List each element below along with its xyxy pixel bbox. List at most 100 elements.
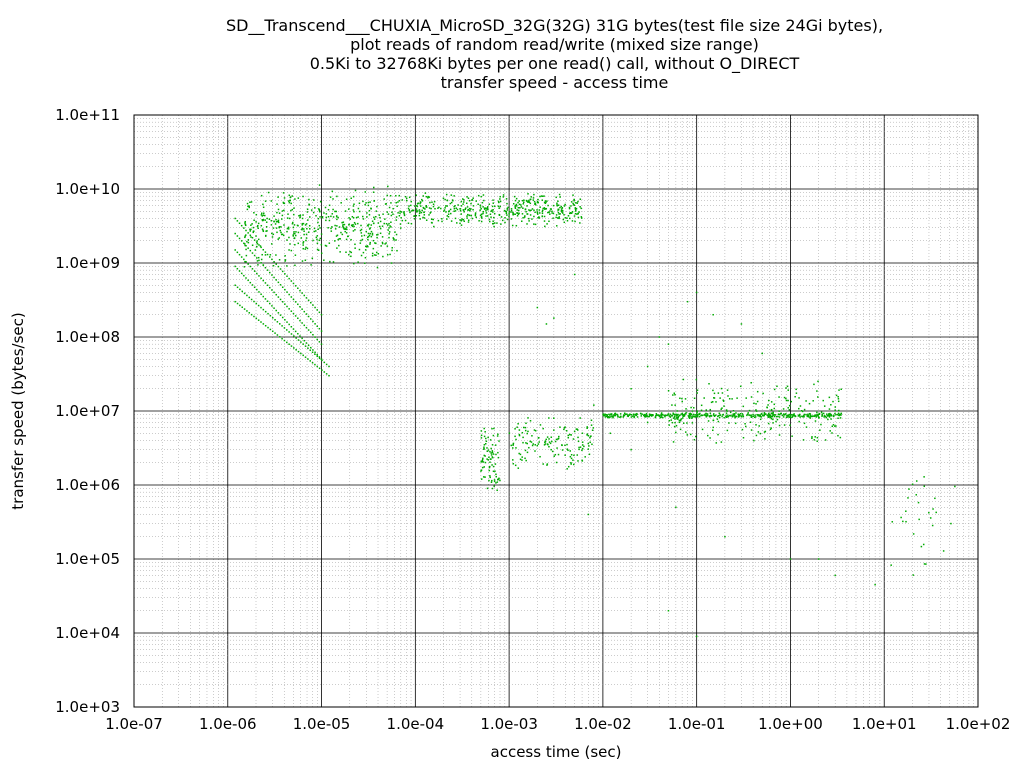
- data-point: [787, 407, 789, 409]
- data-point: [606, 414, 608, 416]
- data-point: [332, 198, 334, 200]
- data-point: [264, 310, 267, 313]
- data-point: [572, 202, 574, 205]
- data-point: [470, 202, 472, 205]
- data-point: [525, 459, 527, 462]
- data-point: [639, 412, 642, 415]
- data-point: [780, 412, 783, 415]
- data-point: [538, 216, 540, 218]
- data-point: [676, 415, 678, 417]
- data-point: [818, 417, 820, 419]
- data-point: [521, 456, 523, 458]
- data-point: [251, 252, 254, 254]
- data-point: [581, 447, 584, 450]
- data-point: [485, 210, 487, 212]
- data-point: [834, 409, 836, 411]
- data-point: [537, 198, 539, 201]
- data-point: [832, 424, 835, 426]
- data-point: [290, 333, 293, 335]
- data-point: [304, 224, 307, 226]
- data-point: [318, 224, 320, 227]
- data-point: [524, 426, 527, 429]
- data-point: [533, 209, 535, 211]
- data-point: [512, 203, 515, 205]
- data-point: [345, 238, 348, 241]
- data-point: [320, 343, 323, 345]
- data-point: [404, 195, 407, 198]
- data-point: [533, 429, 536, 431]
- data-point: [587, 448, 590, 450]
- data-point: [652, 414, 654, 417]
- data-point: [383, 198, 385, 200]
- data-point: [515, 438, 517, 441]
- data-point: [531, 218, 533, 220]
- data-point: [672, 412, 674, 415]
- data-point: [363, 234, 366, 237]
- data-point: [814, 420, 817, 422]
- data-point: [306, 227, 308, 230]
- data-point: [392, 207, 394, 210]
- data-point: [271, 316, 274, 319]
- data-point: [302, 354, 304, 357]
- data-point: [768, 413, 770, 416]
- data-point: [807, 414, 810, 417]
- data-point: [763, 412, 766, 414]
- data-point: [366, 224, 369, 227]
- data-point: [419, 202, 421, 205]
- data-point: [544, 443, 547, 445]
- data-point: [681, 397, 683, 400]
- x-tick-label: 1.0e+00: [758, 715, 823, 733]
- data-point: [679, 419, 682, 422]
- data-point: [290, 249, 293, 252]
- data-point: [305, 237, 308, 239]
- data-point: [472, 205, 475, 207]
- data-point: [456, 222, 458, 224]
- data-point: [570, 205, 572, 207]
- data-point: [720, 441, 723, 443]
- data-point: [505, 212, 508, 215]
- data-point: [572, 194, 574, 196]
- data-point: [755, 434, 758, 437]
- data-point: [390, 221, 392, 224]
- data-point: [246, 294, 248, 297]
- data-point: [445, 211, 447, 213]
- data-point: [837, 396, 839, 398]
- data-point: [569, 455, 572, 458]
- data-point: [332, 261, 335, 263]
- data-point: [630, 416, 633, 418]
- data-point: [265, 230, 267, 232]
- data-point: [246, 310, 248, 312]
- data-point: [376, 205, 378, 208]
- data-point: [541, 215, 544, 217]
- data-point: [675, 506, 677, 509]
- data-point: [264, 200, 267, 202]
- data-point: [262, 230, 265, 233]
- data-point: [357, 216, 359, 218]
- data-point: [611, 415, 614, 417]
- data-point: [706, 413, 709, 415]
- data-point: [759, 415, 761, 418]
- data-point: [676, 416, 678, 419]
- data-point: [733, 413, 736, 415]
- y-tick-label: 1.0e+08: [55, 328, 120, 346]
- data-point: [372, 191, 375, 193]
- data-point: [303, 230, 305, 232]
- data-point: [294, 264, 296, 267]
- data-point: [494, 444, 497, 446]
- data-point: [345, 198, 348, 201]
- data-point: [276, 334, 279, 336]
- data-point: [789, 424, 791, 427]
- data-point: [299, 214, 302, 216]
- data-point: [508, 215, 510, 218]
- data-point: [262, 308, 265, 311]
- data-point: [695, 414, 698, 417]
- data-point: [308, 224, 311, 227]
- data-point: [442, 197, 445, 200]
- data-point: [828, 408, 831, 410]
- data-point: [487, 208, 489, 210]
- data-point: [569, 212, 571, 215]
- data-point: [479, 209, 481, 211]
- data-point: [705, 409, 708, 411]
- data-point: [811, 436, 813, 438]
- data-point: [271, 274, 273, 276]
